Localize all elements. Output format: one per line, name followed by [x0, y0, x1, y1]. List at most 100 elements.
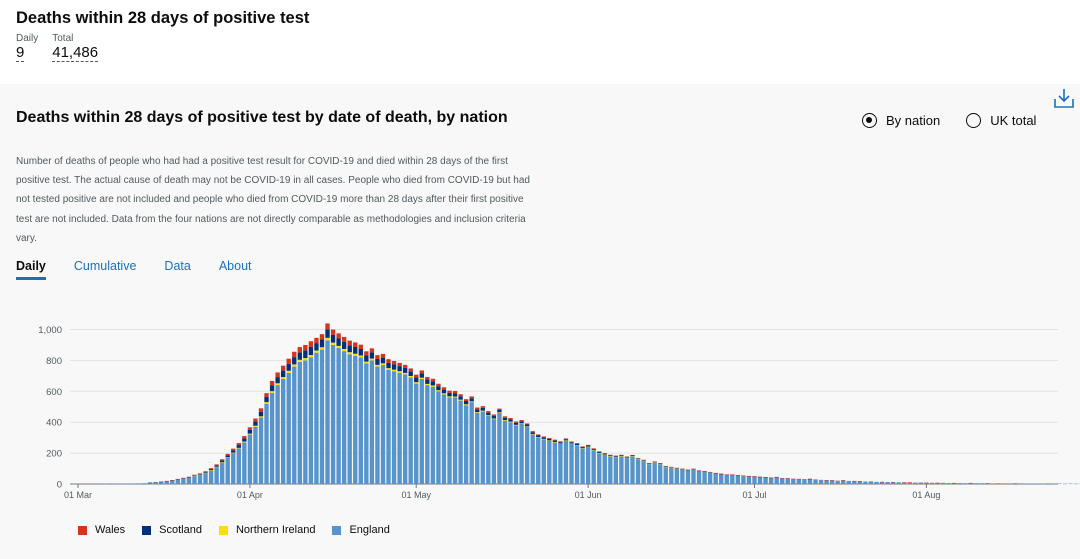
bar-wales: [780, 477, 785, 479]
bar-england: [280, 378, 286, 484]
bar-england: [707, 472, 713, 484]
bar-northern-ireland: [602, 454, 607, 455]
bar-northern-ireland: [203, 472, 208, 474]
bar-wales: [902, 482, 907, 483]
bar-wales: [425, 376, 430, 380]
bar-scotland: [242, 438, 247, 442]
bar-wales: [186, 476, 192, 478]
legend-item-wales[interactable]: Wales: [78, 524, 125, 536]
bar-scotland: [203, 471, 208, 473]
bar-england: [364, 363, 369, 484]
legend-item-northern-ireland[interactable]: Northern Ireland: [218, 524, 315, 536]
bar-scotland: [619, 455, 624, 457]
bar-england: [519, 423, 524, 484]
bar-scotland: [469, 398, 474, 402]
bar-england: [658, 463, 663, 484]
radio-by-nation[interactable]: By nation: [862, 113, 940, 128]
bar-england: [125, 483, 131, 485]
bar-scotland: [491, 416, 497, 419]
bar-northern-ireland: [552, 441, 558, 443]
bar-wales: [574, 443, 580, 444]
bar-england: [608, 456, 613, 484]
bar-northern-ireland: [558, 443, 563, 445]
bar-england: [297, 361, 302, 484]
bar-england: [491, 419, 497, 484]
tab-daily[interactable]: Daily: [16, 259, 46, 280]
bar-wales: [341, 336, 347, 342]
download-icon[interactable]: [1052, 86, 1076, 110]
bar-scotland: [153, 482, 158, 483]
chart-legend: Wales Scotland Northern Ireland England: [78, 524, 407, 536]
radio-uk-total-control[interactable]: [966, 113, 982, 128]
bar-scotland: [480, 407, 485, 411]
bar-scotland: [624, 456, 630, 458]
bar-wales: [475, 407, 480, 410]
bar-scotland: [275, 377, 280, 384]
bar-wales: [1012, 483, 1018, 484]
bar-scotland: [308, 346, 314, 355]
bar-england: [591, 450, 596, 484]
radio-uk-total[interactable]: UK total: [966, 113, 1036, 128]
bar-northern-ireland: [652, 462, 657, 463]
bar-wales: [680, 468, 685, 470]
x-tick-label: 01 Jun: [575, 490, 602, 500]
bar-england: [918, 482, 924, 484]
bar-northern-ireland: [303, 358, 308, 361]
bar-wales: [774, 476, 779, 478]
bar-northern-ireland: [214, 466, 219, 468]
bar-england: [486, 416, 491, 484]
bar-scotland: [530, 432, 535, 435]
bar-wales: [536, 434, 541, 436]
tab-cumulative[interactable]: Cumulative: [73, 259, 137, 273]
bar-england: [802, 479, 807, 484]
bar-england: [652, 462, 657, 484]
bar-england: [730, 474, 735, 484]
bar-england: [680, 469, 685, 484]
bar-wales: [269, 380, 275, 386]
tab-data[interactable]: Data: [164, 259, 191, 273]
view-radio-group: By nation UK total: [862, 113, 1036, 128]
bar-england: [369, 360, 375, 484]
bar-scotland: [452, 393, 458, 397]
bar-england: [347, 354, 352, 484]
bar-scotland: [247, 429, 253, 434]
bar-wales: [613, 455, 619, 457]
bar-scotland: [585, 445, 591, 447]
bar-england: [929, 482, 935, 484]
radio-uk-total-label: UK total: [990, 113, 1037, 128]
bar-northern-ireland: [208, 469, 214, 471]
x-tick-label: 01 May: [401, 490, 431, 500]
bar-scotland: [419, 373, 424, 378]
total-value[interactable]: 41,486: [52, 44, 99, 62]
bar-england: [458, 400, 463, 484]
bar-northern-ireland: [646, 463, 652, 465]
bar-england: [940, 482, 946, 484]
bar-england: [868, 481, 874, 484]
bar-northern-ireland: [452, 396, 458, 398]
daily-value[interactable]: 9: [16, 44, 25, 62]
bar-scotland: [325, 329, 330, 338]
bar-wales: [530, 431, 535, 433]
bar-northern-ireland: [336, 345, 341, 349]
legend-item-england[interactable]: England: [332, 524, 390, 536]
legend-item-scotland[interactable]: Scotland: [142, 524, 202, 536]
bar-england: [719, 473, 724, 484]
bar-northern-ireland: [585, 446, 591, 448]
bar-england: [264, 403, 269, 484]
bar-wales: [791, 478, 796, 480]
tab-about[interactable]: About: [218, 259, 252, 273]
radio-by-nation-control[interactable]: [862, 113, 877, 128]
bar-scotland: [447, 392, 452, 397]
bar-england: [214, 467, 219, 484]
bar-england: [463, 405, 469, 484]
bar-northern-ireland: [386, 368, 391, 370]
bar-scotland: [591, 448, 596, 450]
bar-wales: [985, 483, 990, 484]
bar-northern-ireland: [519, 423, 524, 424]
bar-england: [558, 443, 563, 484]
bar-wales: [353, 342, 358, 347]
bar-wales: [419, 370, 424, 374]
bar-northern-ireland: [497, 412, 502, 413]
x-tick-label: 01 Mar: [64, 490, 92, 500]
bar-scotland: [269, 385, 275, 392]
